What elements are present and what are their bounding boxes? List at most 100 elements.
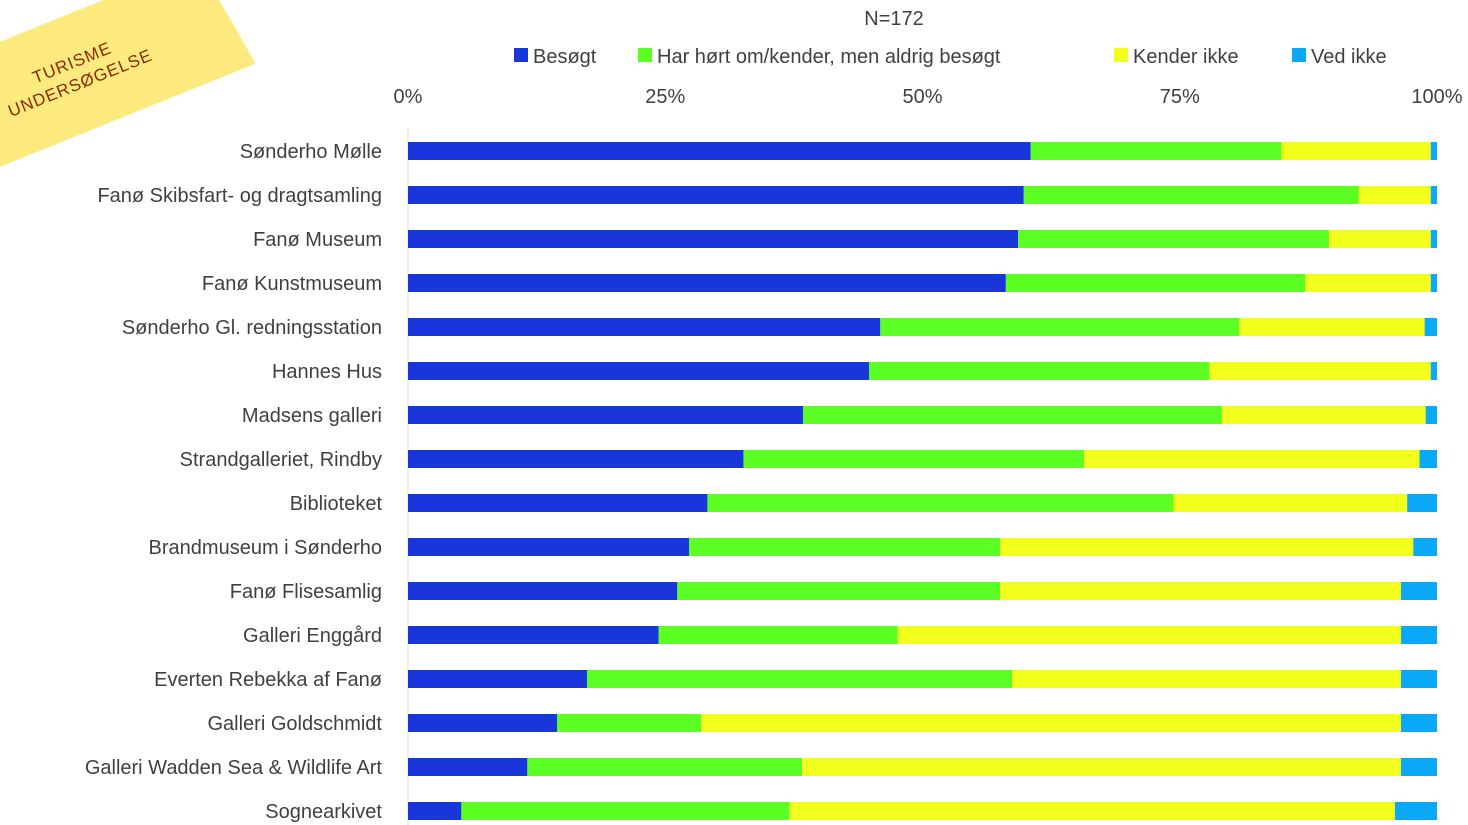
bar-segment-bes-gt <box>408 626 659 644</box>
bar-segment-har-h-rt-om-kender-men-aldrig-bes-gt <box>527 758 803 776</box>
y-tick-label: Everten Rebekka af Fanø <box>154 669 382 691</box>
bar-segment-bes-gt <box>408 406 804 424</box>
x-tick-label: 0% <box>394 86 423 108</box>
bar-segment-kender-ikke <box>1000 582 1402 600</box>
y-tick-label: Madsens galleri <box>242 405 382 427</box>
legend-swatch <box>1292 48 1306 62</box>
bar-segment-bes-gt <box>408 186 1024 204</box>
bar-segment-har-h-rt-om-kender-men-aldrig-bes-gt <box>1023 186 1359 204</box>
legend-item-har-h-rt-om-kender-men-aldrig-bes-gt: Har hørt om/kender, men aldrig besøgt <box>638 46 1001 68</box>
bar-segment-kender-ikke <box>802 758 1401 776</box>
bar-segment-ved-ikke <box>1425 406 1437 424</box>
bar-segment-bes-gt <box>408 494 708 512</box>
bar-segment-ved-ikke <box>1400 714 1437 732</box>
bar-row-sognearkivet <box>408 802 1437 820</box>
bar-row-hannes-hus <box>408 362 1437 380</box>
legend-label: Kender ikke <box>1133 46 1239 68</box>
bar-segment-ved-ikke <box>1394 802 1437 820</box>
legend-label: Har hørt om/kender, men aldrig besøgt <box>657 46 1001 68</box>
bar-segment-har-h-rt-om-kender-men-aldrig-bes-gt <box>707 494 1174 512</box>
bar-segment-ved-ikke <box>1430 186 1437 204</box>
bar-segment-kender-ikke <box>1012 670 1401 688</box>
legend-label: Besøgt <box>533 46 597 68</box>
bar-segment-bes-gt <box>408 582 678 600</box>
y-tick-label: Biblioteket <box>290 493 383 515</box>
bar-segment-har-h-rt-om-kender-men-aldrig-bes-gt <box>677 582 1001 600</box>
bar-segment-kender-ikke <box>1358 186 1431 204</box>
bar-segment-kender-ikke <box>1239 318 1425 336</box>
bar-segment-har-h-rt-om-kender-men-aldrig-bes-gt <box>1018 230 1329 248</box>
bar-segment-kender-ikke <box>1281 142 1431 160</box>
survey-stamp: TURISME UNDERSØGELSE <box>0 0 256 179</box>
bar-segment-ved-ikke <box>1401 626 1437 644</box>
legend-swatch <box>1114 48 1128 62</box>
bar-segment-bes-gt <box>408 802 462 820</box>
bar-segment-kender-ikke <box>1084 450 1420 468</box>
bar-row-s-nderho-m-lle <box>408 142 1437 160</box>
y-tick-label: Sønderho Mølle <box>240 141 382 163</box>
bar-segment-ved-ikke <box>1400 670 1437 688</box>
bars <box>408 142 1437 820</box>
bar-segment-bes-gt <box>408 274 1006 292</box>
bar-segment-har-h-rt-om-kender-men-aldrig-bes-gt <box>868 362 1210 380</box>
bar-row-fan-flisesamlig <box>408 582 1437 600</box>
bar-row-fan-kunstmuseum <box>408 274 1437 292</box>
legend-label: Ved ikke <box>1311 46 1387 68</box>
bar-row-s-nderho-gl-redningsstation <box>408 318 1437 336</box>
bar-segment-ved-ikke <box>1401 582 1437 600</box>
bar-segment-kender-ikke <box>1328 230 1431 248</box>
y-tick-label: Brandmuseum i Sønderho <box>149 537 382 559</box>
bar-row-brandmuseum-i-s-nderho <box>408 538 1437 556</box>
bar-segment-har-h-rt-om-kender-men-aldrig-bes-gt <box>880 318 1240 336</box>
bar-row-biblioteket <box>408 494 1437 512</box>
y-tick-label: Sønderho Gl. redningsstation <box>122 317 382 339</box>
y-tick-label: Fanø Kunstmuseum <box>202 273 382 295</box>
bar-segment-ved-ikke <box>1430 230 1437 248</box>
bar-segment-har-h-rt-om-kender-men-aldrig-bes-gt <box>689 538 1001 556</box>
bar-segment-kender-ikke <box>1209 362 1431 380</box>
y-tick-label: Fanø Flisesamlig <box>230 581 382 603</box>
bar-segment-har-h-rt-om-kender-men-aldrig-bes-gt <box>1030 142 1282 160</box>
bar-row-galleri-engga-rd <box>408 626 1437 644</box>
y-tick-label: Galleri Enggård <box>243 625 382 647</box>
bar-segment-ved-ikke <box>1400 758 1437 776</box>
legend: Besøgt Har hørt om/kender, men aldrig bes… <box>514 46 1387 68</box>
bar-segment-kender-ikke <box>1305 274 1431 292</box>
legend-item-ved-ikke: Ved ikke <box>1292 46 1387 68</box>
bar-segment-kender-ikke <box>701 714 1401 732</box>
y-tick-label: Galleri Goldschmidt <box>207 713 382 735</box>
bar-segment-kender-ikke <box>1221 406 1426 424</box>
x-tick-label: 100% <box>1411 86 1462 108</box>
y-tick-label: Hannes Hus <box>272 361 382 383</box>
bar-segment-ved-ikke <box>1430 362 1437 380</box>
bar-segment-kender-ikke <box>1000 538 1414 556</box>
bar-row-galleri-wadden-sea-wildlife-art <box>408 758 1437 776</box>
stamp-shape <box>0 0 256 179</box>
bar-row-everten-rebekka-af-fan <box>408 670 1437 688</box>
bar-segment-har-h-rt-om-kender-men-aldrig-bes-gt <box>658 626 898 644</box>
chart-title: N=172 <box>864 8 924 30</box>
bar-row-strandgalleriet-rindby <box>408 450 1437 468</box>
bar-segment-kender-ikke <box>789 802 1395 820</box>
bar-segment-bes-gt <box>408 230 1019 248</box>
bar-segment-har-h-rt-om-kender-men-aldrig-bes-gt <box>803 406 1222 424</box>
bar-segment-har-h-rt-om-kender-men-aldrig-bes-gt <box>461 802 790 820</box>
bar-segment-kender-ikke <box>897 626 1402 644</box>
y-axis: Sønderho Mølle Fanø Skibsfart- og dragtsa… <box>85 128 409 825</box>
bar-segment-bes-gt <box>408 538 690 556</box>
bar-segment-ved-ikke <box>1407 494 1437 512</box>
x-tick-label: 25% <box>645 86 685 108</box>
legend-item-bes-gt: Besøgt <box>514 46 597 68</box>
y-tick-label: Sognearkivet <box>265 801 382 823</box>
y-tick-label: Fanø Skibsfart- og dragtsamling <box>97 185 382 207</box>
bar-segment-ved-ikke <box>1430 274 1437 292</box>
bar-segment-bes-gt <box>408 450 744 468</box>
bar-row-fan-museum <box>408 230 1437 248</box>
bar-segment-har-h-rt-om-kender-men-aldrig-bes-gt <box>1005 274 1306 292</box>
bar-segment-ved-ikke <box>1413 538 1437 556</box>
bar-segment-bes-gt <box>408 318 881 336</box>
bar-segment-har-h-rt-om-kender-men-aldrig-bes-gt <box>557 714 702 732</box>
bar-segment-bes-gt <box>408 670 588 688</box>
y-tick-label: Fanø Museum <box>253 229 382 251</box>
